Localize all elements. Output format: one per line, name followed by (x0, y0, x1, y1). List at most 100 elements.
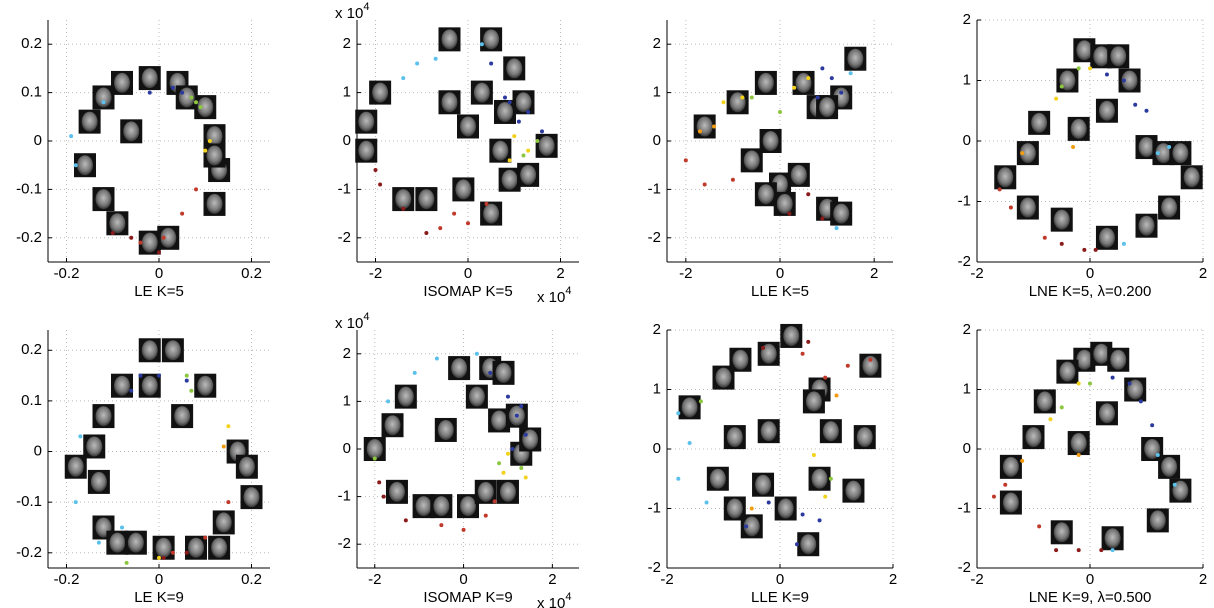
point (1122, 242, 1126, 246)
y-tick-label: -0.2 (16, 544, 42, 561)
point (157, 556, 161, 560)
face-thumbnail (519, 427, 541, 451)
face (1161, 457, 1177, 477)
face (1054, 522, 1070, 542)
face (791, 165, 807, 185)
point (194, 100, 198, 104)
point (816, 95, 820, 99)
point (1099, 548, 1103, 552)
face-thumbnail (139, 338, 161, 362)
point (139, 241, 143, 245)
face (142, 68, 158, 88)
face-thumbnail (1056, 69, 1078, 93)
face (451, 358, 467, 378)
y-tick-label: 2 (653, 35, 661, 52)
face-thumbnail (204, 192, 226, 216)
face (758, 184, 774, 204)
y-tick-label: 1 (963, 380, 971, 397)
face-thumbnail (355, 139, 377, 163)
point (1020, 151, 1024, 155)
point (508, 100, 512, 104)
face (697, 116, 713, 136)
point (489, 62, 493, 66)
face-thumbnail (93, 404, 115, 428)
x-tick-label: 0 (1086, 265, 1094, 282)
point (820, 216, 824, 220)
face (761, 421, 777, 441)
face-thumbnail (1119, 69, 1141, 93)
x-exponent: x 104 (537, 591, 571, 608)
point (1156, 151, 1160, 155)
face-thumbnail (1169, 479, 1191, 503)
face (1184, 167, 1200, 187)
point (488, 371, 492, 375)
point (466, 221, 470, 225)
point (189, 389, 193, 393)
face-thumbnail (1181, 165, 1203, 189)
face (497, 102, 513, 122)
point (502, 471, 506, 475)
y-tick-label: -2 (958, 253, 971, 270)
point (744, 524, 748, 528)
face (819, 97, 835, 117)
x-axis-label: LE K=5 (134, 283, 184, 300)
x-tick-label: 0 (464, 265, 472, 282)
face-thumbnail (859, 354, 881, 378)
face (847, 49, 863, 69)
face (763, 131, 779, 151)
point (434, 57, 438, 61)
face (91, 472, 107, 492)
face (506, 58, 522, 78)
face (682, 397, 698, 417)
face-thumbnail (1096, 226, 1118, 250)
point (535, 139, 539, 143)
y-tick-label: 2 (963, 11, 971, 28)
point (1156, 453, 1160, 457)
y-tick-label: -2 (338, 535, 351, 552)
point (703, 183, 707, 187)
face (188, 538, 204, 558)
face (156, 538, 172, 558)
point (485, 202, 489, 206)
face-thumbnail (471, 81, 493, 105)
point (998, 187, 1002, 191)
face-thumbnail (1158, 196, 1180, 220)
face (1076, 40, 1092, 60)
x-tick-label: 2 (548, 571, 556, 588)
face (123, 121, 139, 141)
point (1020, 459, 1024, 463)
point (424, 231, 428, 235)
point (382, 495, 386, 499)
face-thumbnail (788, 163, 810, 187)
face-thumbnail (139, 374, 161, 398)
face-thumbnail (1051, 208, 1073, 232)
point (1094, 248, 1098, 252)
point (792, 86, 796, 90)
face (86, 436, 102, 456)
point (1054, 548, 1058, 552)
y-tick-label: 0 (963, 132, 971, 149)
point (185, 374, 189, 378)
point (503, 95, 507, 99)
point (1037, 524, 1041, 528)
face (239, 457, 255, 477)
face-thumbnail (489, 139, 511, 163)
point (830, 76, 834, 80)
y-tick-label: 1 (653, 84, 661, 101)
subplot: -202-2-1012LLE K=5 (648, 20, 893, 300)
face-thumbnail (1000, 491, 1022, 515)
face (727, 499, 743, 519)
point (1128, 382, 1132, 386)
exponent-base: x 10 (335, 5, 363, 22)
point (1150, 423, 1154, 427)
point (162, 236, 166, 240)
point (1111, 548, 1115, 552)
y-tick-label: 0.2 (21, 35, 42, 52)
x-tick-label: 0.2 (241, 265, 262, 282)
point (846, 364, 850, 368)
x-tick-label: 2 (1199, 571, 1207, 588)
face (358, 112, 374, 132)
face (1161, 198, 1177, 218)
face-thumbnail (679, 395, 701, 419)
face-thumbnail (1023, 425, 1045, 449)
